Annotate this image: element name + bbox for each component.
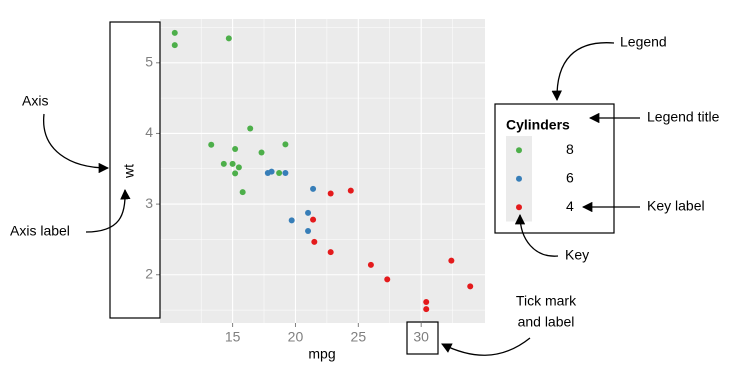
annotation: and label — [518, 314, 575, 330]
legend-label: 4 — [566, 198, 574, 214]
point — [247, 125, 254, 132]
annotation: Legend title — [647, 109, 720, 125]
point — [220, 160, 227, 167]
point — [239, 189, 246, 196]
point — [258, 149, 265, 156]
legend-box — [494, 103, 615, 234]
arrow — [43, 113, 110, 174]
axes: 15 20 25 30 2 3 4 5 — [145, 54, 429, 345]
grid — [160, 19, 485, 323]
point — [327, 190, 334, 197]
annotation: Axis — [22, 93, 48, 109]
legend-key-point — [516, 204, 522, 211]
x-tick-label: 15 — [225, 329, 241, 345]
point — [423, 306, 430, 313]
y-tick-label: 2 — [145, 265, 153, 281]
point — [288, 217, 295, 224]
point — [225, 35, 232, 42]
x-tick-label: 30 — [413, 329, 429, 345]
arrow — [551, 42, 615, 102]
arrow — [441, 337, 531, 356]
point — [235, 164, 242, 171]
legend: Cylinders 8 6 4 — [506, 117, 574, 222]
point — [282, 170, 289, 177]
point — [347, 187, 354, 194]
point — [311, 238, 318, 245]
point — [264, 170, 271, 177]
point — [423, 298, 430, 305]
point — [367, 261, 374, 268]
legend-key-point — [516, 175, 522, 182]
point — [467, 283, 474, 290]
annotation: Legend — [620, 34, 667, 50]
point — [305, 209, 312, 216]
y-tick-label: 4 — [145, 124, 153, 140]
x-tick-label: 20 — [288, 329, 304, 345]
arrow — [85, 188, 131, 233]
legend-label: 6 — [566, 169, 574, 185]
point — [310, 185, 317, 192]
legend-key-point — [516, 147, 522, 154]
annotation: Key label — [647, 198, 705, 214]
point — [282, 141, 289, 148]
point — [229, 160, 236, 167]
y-tick-label: 3 — [145, 195, 153, 211]
point — [232, 145, 239, 152]
point — [171, 29, 178, 36]
annotation: Axis label — [10, 223, 70, 239]
point — [327, 249, 334, 256]
axis-box — [109, 21, 161, 319]
point — [171, 42, 178, 49]
arrow — [514, 213, 559, 257]
point — [208, 141, 215, 148]
y-tick-label: 5 — [145, 54, 153, 70]
x-axis-label: mpg — [308, 346, 335, 362]
tick-box — [406, 321, 439, 355]
legend-title: Cylinders — [506, 117, 570, 133]
x-tick-label: 25 — [351, 329, 367, 345]
panel — [160, 19, 485, 323]
y-axis-label: wt — [121, 164, 137, 179]
point — [310, 216, 317, 223]
point — [276, 170, 283, 177]
annotation: Key — [565, 247, 589, 263]
point — [232, 170, 239, 177]
point — [305, 227, 312, 234]
point — [448, 257, 455, 264]
annotation: Tick mark — [516, 293, 577, 309]
point — [384, 276, 391, 283]
legend-label: 8 — [566, 141, 574, 157]
points — [171, 29, 474, 313]
